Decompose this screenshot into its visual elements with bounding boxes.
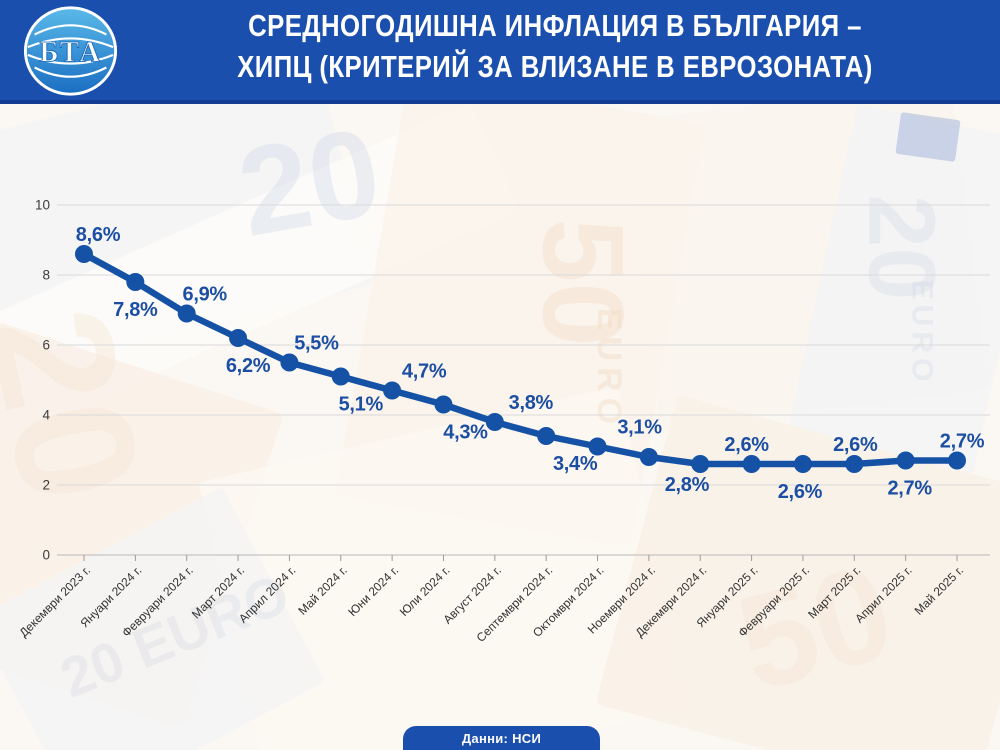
title-line-1: СРЕДНОГОДИШНА ИНФЛАЦИЯ В БЪЛГАРИЯ – (248, 8, 862, 43)
bta-logo-text: БТА (39, 37, 101, 69)
bta-logo: БТА (23, 6, 118, 96)
title-line-2: ХИПЦ (КРИТЕРИЙ ЗА ВЛИЗАНЕ В ЕВРОЗОНАТА) (237, 49, 873, 84)
chart-title: СРЕДНОГОДИШНА ИНФЛАЦИЯ В БЪЛГАРИЯ – ХИПЦ… (118, 5, 992, 87)
source-label: Данни: НСИ (461, 730, 542, 746)
logo-latitude-line (34, 24, 107, 36)
logo-latitude-line (27, 53, 114, 65)
header-bar: БТА СРЕДНОГОДИШНА ИНФЛАЦИЯ В БЪЛГАРИЯ – … (0, 0, 1000, 104)
source-badge: Данни: НСИ (403, 726, 600, 750)
logo-latitude-line (34, 66, 107, 78)
logo-latitude-line (27, 37, 114, 49)
